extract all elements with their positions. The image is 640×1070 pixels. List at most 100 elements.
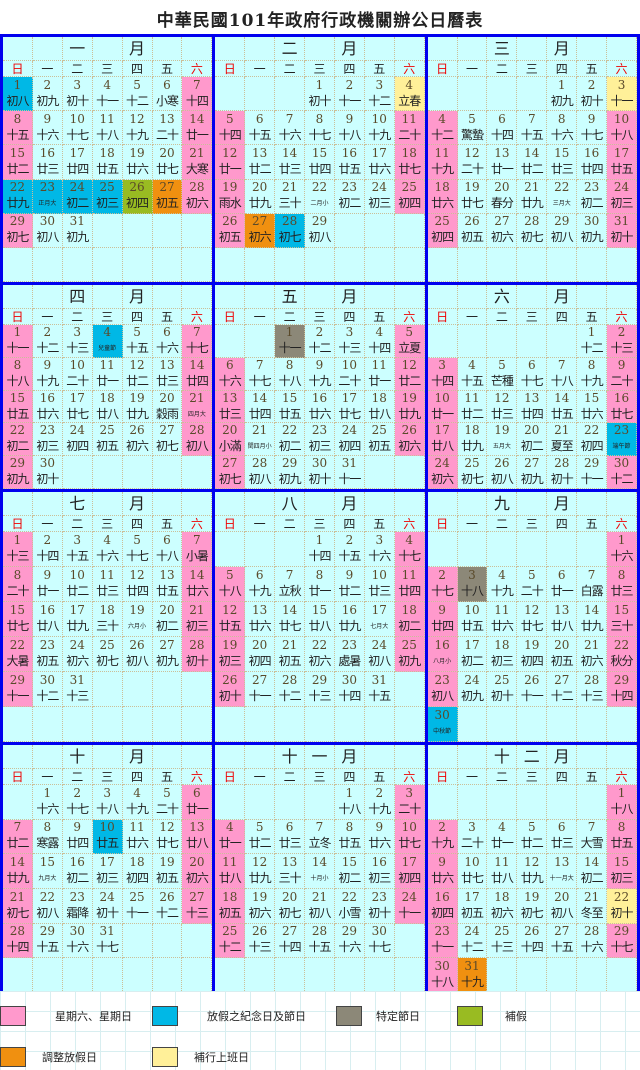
lunar-date: 六月小 <box>128 623 147 630</box>
day-cell: 25 初四 <box>394 179 425 214</box>
lunar-date: 十一 <box>398 905 421 920</box>
lunar-date: 十五 <box>308 940 331 955</box>
lunar-date: 初八 <box>550 230 574 245</box>
month-header-cell <box>517 492 548 516</box>
weekday-label: 四 <box>122 516 153 532</box>
month-header-cell <box>245 37 276 61</box>
lunar-date: 廿四 <box>398 584 421 598</box>
day-number: 30 <box>434 708 450 722</box>
day-cell: 1 十三 <box>3 532 33 567</box>
day-number: 27 <box>252 673 268 687</box>
lunar-date: 十八 <box>218 584 242 598</box>
day-cell: 9 二十 <box>607 357 637 391</box>
day-cell: 5 十七 <box>122 532 153 567</box>
day-number: 18 <box>222 889 238 904</box>
lunar-date: 廿二 <box>248 836 272 851</box>
day-cell: 25 初七 <box>457 456 488 489</box>
lunar-date: 十四 <box>490 127 514 142</box>
lunar-date: 廿一 <box>368 373 391 388</box>
day-cell: 15 廿六 <box>577 390 608 424</box>
day-number: 16 <box>371 855 387 870</box>
day-number: 28 <box>281 214 298 229</box>
day-number: 26 <box>524 673 540 687</box>
weekday-label: 一 <box>457 61 488 77</box>
empty-cell <box>305 785 335 820</box>
weekday-label: 一 <box>32 769 63 785</box>
day-number: 12 <box>524 855 540 870</box>
day-cell: 22 二月小 <box>305 179 335 214</box>
lunar-date: 廿一 <box>218 161 242 176</box>
day-cell: 22 大暑 <box>3 637 33 672</box>
empty-cell <box>152 923 183 959</box>
lunar-date: 初十 <box>66 93 89 108</box>
lunar-date: 初四 <box>431 905 454 920</box>
day-cell: 11 廿一 <box>364 357 395 391</box>
day-number: 20 <box>252 638 268 652</box>
empty-cell <box>487 247 518 282</box>
lunar-date: 初三 <box>96 871 119 886</box>
month-header-cell <box>92 745 123 769</box>
day-number: 6 <box>527 357 536 372</box>
lunar-date: 初五 <box>218 230 242 245</box>
empty-cell <box>427 532 458 567</box>
day-number: 22 <box>613 638 630 652</box>
month-header-cell <box>364 492 395 516</box>
day-number: 31 <box>341 456 358 471</box>
day-number: 2 <box>438 568 446 582</box>
day-cell: 23 初三 <box>305 423 335 457</box>
day-cell: 7 十四 <box>182 77 213 112</box>
empty-cell <box>152 456 183 489</box>
month-header-cell <box>3 745 33 769</box>
weekday-label: 四 <box>547 516 578 532</box>
lunar-date: 十一 <box>278 340 302 355</box>
day-number: 17 <box>371 145 387 160</box>
lunar-date: 十九 <box>36 373 59 388</box>
weekday-label: 一 <box>457 769 488 785</box>
day-number: 8 <box>43 820 52 835</box>
day-number: 28 <box>252 456 268 471</box>
day-number: 30 <box>39 673 55 687</box>
day-number: 21 <box>583 638 600 652</box>
lunar-date: 廿五 <box>96 161 119 176</box>
lunar-date: 初六 <box>398 439 421 454</box>
lunar-date: 十八 <box>460 584 484 598</box>
lunar-date: 三十 <box>610 619 634 633</box>
empty-cell <box>275 707 306 742</box>
lunar-date: 十二 <box>36 340 59 355</box>
day-cell: 19 五月大 <box>487 423 518 457</box>
lunar-date: 十七 <box>96 940 119 955</box>
day-cell: 15 廿五 <box>275 390 306 424</box>
day-cell: 31 初九 <box>62 213 93 248</box>
lunar-date: 初八 <box>126 654 149 668</box>
empty-cell <box>122 672 153 707</box>
lunar-date: 廿一 <box>431 406 454 421</box>
day-number: 13 <box>159 568 175 582</box>
day-number: 14 <box>554 390 570 405</box>
day-number: 26 <box>222 214 238 229</box>
day-number: 5 <box>405 325 414 339</box>
day-number: 6 <box>163 325 171 339</box>
day-number: 27 <box>189 889 205 904</box>
month-header-cell <box>32 745 63 769</box>
day-cell: 5 十五 <box>122 325 153 358</box>
day-cell: 1 初十 <box>305 77 335 112</box>
day-cell: 21 閏四月小 <box>245 423 276 457</box>
day-cell: 2 十七 <box>427 567 458 602</box>
day-cell: 17 初三 <box>92 854 123 889</box>
day-number: 31 <box>371 673 387 687</box>
day-cell: 7 十七 <box>182 325 213 358</box>
day-number: 10 <box>371 568 387 582</box>
day-cell: 2 十七 <box>62 785 93 820</box>
day-cell: 25 初七 <box>92 637 123 672</box>
weekday-label: 五 <box>577 769 608 785</box>
lunar-date: 二十 <box>155 127 179 142</box>
lunar-date: 十八 <box>610 127 634 142</box>
lunar-date: 小暑 <box>185 549 209 563</box>
month-header-cell: 月 <box>122 492 153 516</box>
day-number: 9 <box>375 820 384 835</box>
day-number: 26 <box>222 673 238 687</box>
lunar-date: 初六 <box>431 472 454 487</box>
lunar-date: 十八 <box>96 801 119 816</box>
weekday-label: 六 <box>607 516 637 532</box>
day-number: 18 <box>494 638 510 652</box>
